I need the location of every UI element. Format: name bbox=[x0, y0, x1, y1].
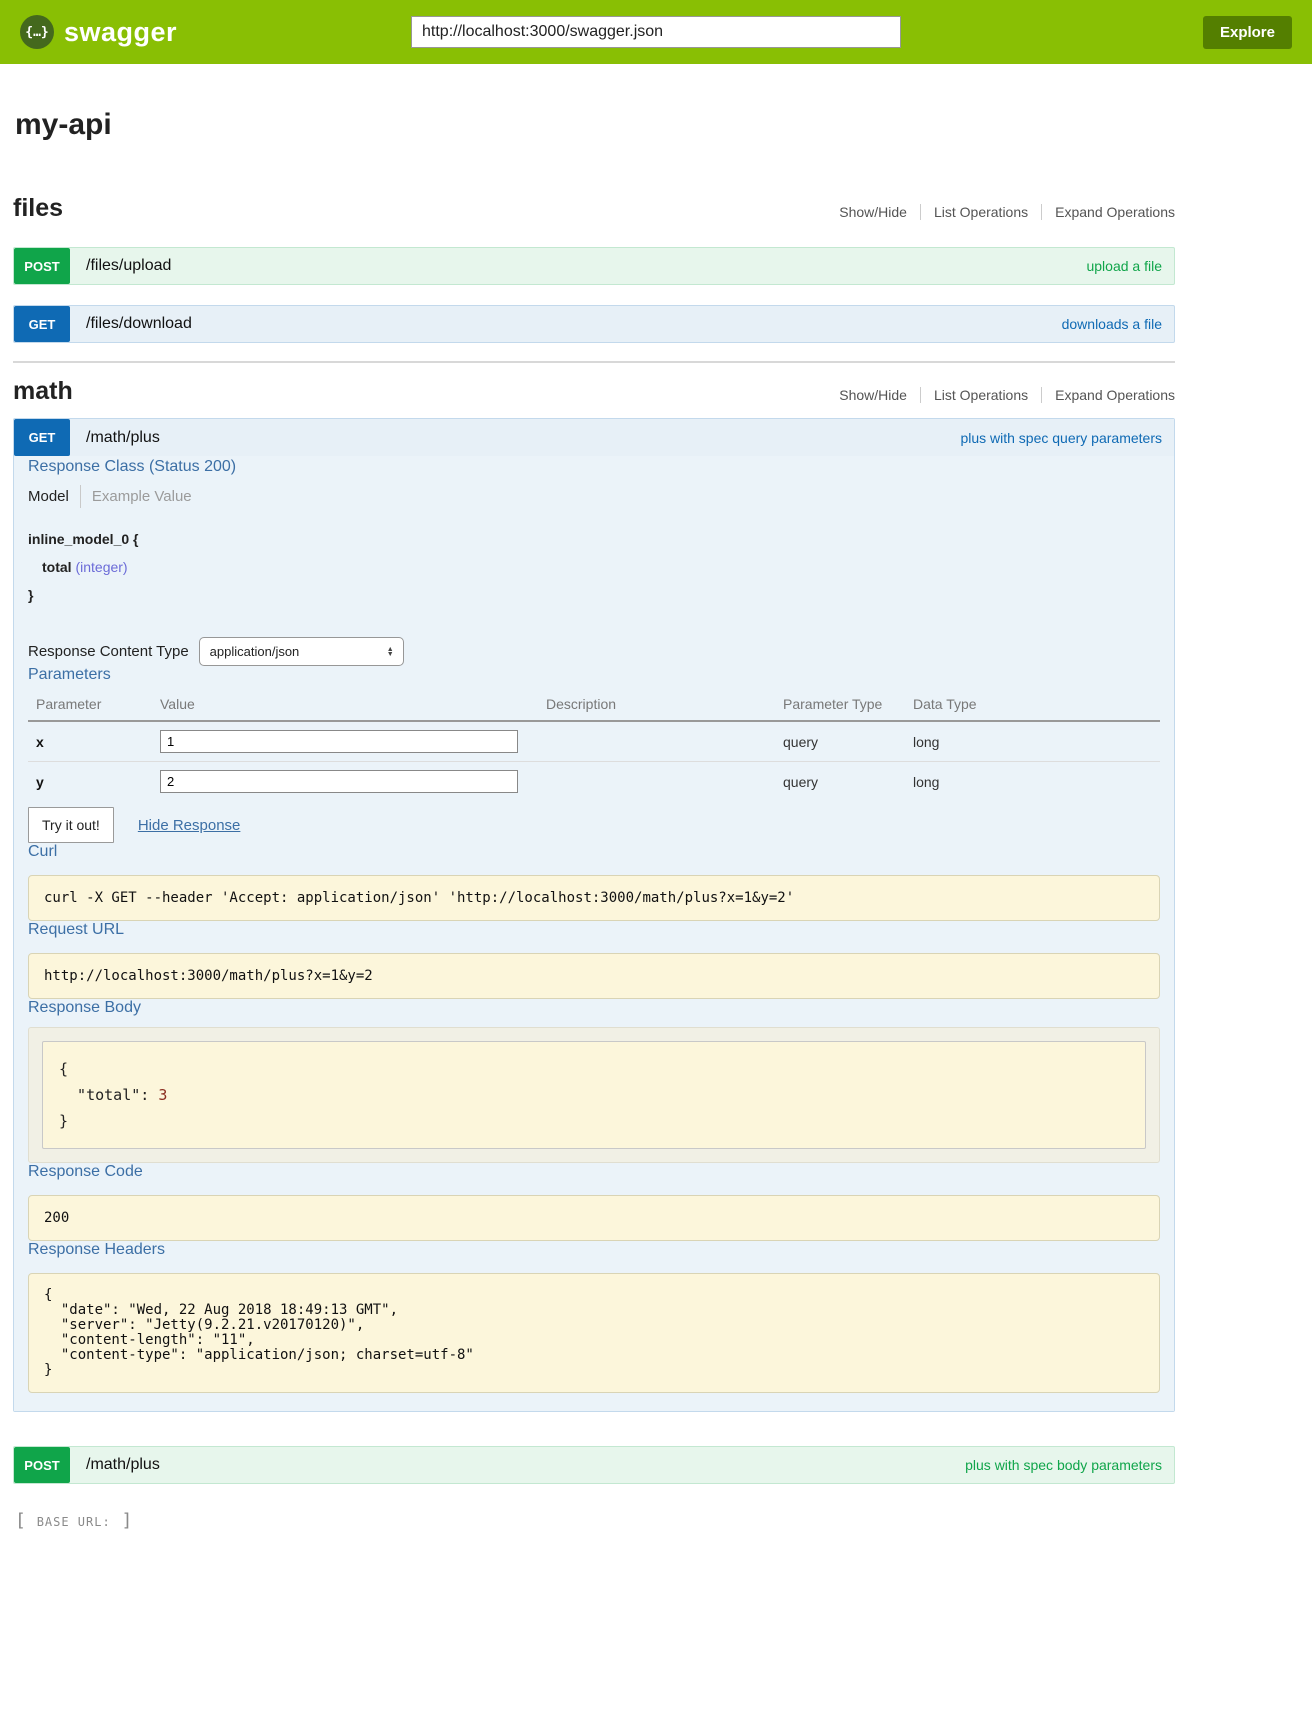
base-url-label: BASE URL: bbox=[36, 1515, 111, 1529]
operation-post-math-plus[interactable]: POST /math/plus plus with spec body para… bbox=[13, 1446, 1175, 1484]
param-row-y: y query long bbox=[28, 762, 1160, 802]
operation-path[interactable]: /math/plus bbox=[86, 428, 160, 446]
col-parameter: Parameter bbox=[28, 690, 153, 722]
operation-post-files-upload[interactable]: POST /files/upload upload a file bbox=[13, 247, 1175, 285]
param-name: x bbox=[28, 721, 153, 762]
section-files: files Show/Hide List Operations Expand O… bbox=[13, 194, 1175, 343]
response-body-heading: Response Body bbox=[28, 999, 141, 1016]
operation-summary: plus with spec query parameters bbox=[960, 429, 1162, 446]
section-title-files: files bbox=[13, 194, 64, 222]
curl-command: curl -X GET --header 'Accept: applicatio… bbox=[28, 875, 1160, 921]
tab-model[interactable]: Model bbox=[28, 488, 69, 505]
selected-content-type: application/json bbox=[209, 644, 300, 659]
response-code-heading: Response Code bbox=[28, 1163, 143, 1180]
method-badge-get: GET bbox=[14, 419, 70, 456]
response-class-tabs: Model Example Value bbox=[28, 485, 1160, 508]
swagger-logo-icon: {…} bbox=[20, 15, 54, 49]
param-row-x: x query long bbox=[28, 721, 1160, 762]
parameters-heading: Parameters bbox=[28, 666, 111, 683]
response-body-container: { "total": 3} bbox=[28, 1027, 1160, 1163]
request-url-value: http://localhost:3000/math/plus?x=1&y=2 bbox=[28, 953, 1160, 999]
operation-details: Response Class (Status 200) Model Exampl… bbox=[14, 456, 1174, 1411]
col-parameter-type: Parameter Type bbox=[776, 690, 906, 722]
model-close-line: } bbox=[28, 587, 34, 603]
response-class-heading: Response Class (Status 200) bbox=[28, 458, 237, 475]
explore-button[interactable]: Explore bbox=[1202, 15, 1292, 49]
list-operations-link[interactable]: List Operations bbox=[919, 204, 1028, 220]
response-headers-json: { "date": "Wed, 22 Aug 2018 18:49:13 GMT… bbox=[28, 1273, 1160, 1393]
operation-path[interactable]: /files/download bbox=[86, 315, 192, 332]
method-badge-post: POST bbox=[14, 1447, 70, 1483]
section-title-math: math bbox=[13, 377, 73, 405]
show-hide-link[interactable]: Show/Hide bbox=[839, 387, 907, 403]
select-arrows-icon: ▲ ▼ bbox=[386, 645, 394, 658]
page-title: my-api bbox=[15, 108, 112, 141]
operation-block-get-math-plus: GET /math/plus plus with spec query para… bbox=[13, 418, 1175, 1412]
request-url-heading: Request URL bbox=[28, 921, 125, 938]
param-data-type: long bbox=[906, 721, 1160, 762]
operation-summary: plus with spec body parameters bbox=[965, 1457, 1162, 1473]
curl-heading: Curl bbox=[28, 843, 58, 860]
show-hide-link[interactable]: Show/Hide bbox=[839, 204, 907, 220]
brand: {…} swagger bbox=[20, 15, 177, 49]
method-badge-get: GET bbox=[14, 306, 70, 342]
response-content-type-label: Response Content Type bbox=[28, 643, 189, 660]
model-open-line: inline_model_0 { bbox=[28, 531, 139, 547]
response-headers-heading: Response Headers bbox=[28, 1241, 165, 1258]
expand-operations-link[interactable]: Expand Operations bbox=[1041, 387, 1175, 403]
content-wrap: my-api files Show/Hide List Operations E… bbox=[13, 108, 1175, 1531]
col-description: Description bbox=[539, 690, 776, 722]
response-code-value: 200 bbox=[28, 1195, 1160, 1241]
try-it-out-button[interactable]: Try it out! bbox=[28, 807, 114, 843]
tab-example-value[interactable]: Example Value bbox=[79, 485, 192, 508]
model-property: total (integer) bbox=[42, 559, 128, 575]
param-y-value-input[interactable] bbox=[160, 770, 518, 793]
list-operations-link[interactable]: List Operations bbox=[919, 387, 1028, 403]
operation-path[interactable]: /files/upload bbox=[86, 257, 172, 274]
operation-summary: upload a file bbox=[1086, 258, 1162, 274]
param-name: y bbox=[36, 773, 44, 790]
param-data-type: long bbox=[913, 773, 940, 790]
expand-operations-link[interactable]: Expand Operations bbox=[1041, 204, 1175, 220]
param-type: query bbox=[783, 773, 819, 790]
try-row: Try it out! Hide Response bbox=[28, 807, 1160, 843]
header-bar: {…} swagger Explore bbox=[0, 0, 1312, 64]
spec-url-input[interactable] bbox=[411, 16, 901, 48]
brand-title: swagger bbox=[64, 16, 178, 47]
section-controls-math: Show/Hide List Operations Expand Operati… bbox=[839, 387, 1175, 403]
param-type: query bbox=[776, 721, 906, 762]
base-url-footer: [ BASE URL: ] bbox=[15, 1510, 133, 1531]
section-math: math Show/Hide List Operations Expand Op… bbox=[13, 361, 1175, 1484]
hide-response-link[interactable]: Hide Response bbox=[137, 816, 241, 834]
param-x-value-input[interactable] bbox=[160, 730, 518, 753]
param-description bbox=[539, 721, 776, 762]
param-description bbox=[539, 762, 776, 802]
method-badge-post: POST bbox=[14, 248, 70, 284]
operation-get-files-download[interactable]: GET /files/download downloads a file bbox=[13, 305, 1175, 343]
operation-path[interactable]: /math/plus bbox=[86, 1456, 160, 1473]
model-signature: inline_model_0 { total (integer) } bbox=[28, 525, 1160, 609]
operation-get-math-plus[interactable]: GET /math/plus plus with spec query para… bbox=[14, 419, 1174, 456]
response-body-json: { "total": 3} bbox=[42, 1041, 1146, 1149]
col-value: Value bbox=[153, 690, 539, 722]
operation-summary: downloads a file bbox=[1061, 316, 1162, 332]
section-controls-files: Show/Hide List Operations Expand Operati… bbox=[839, 204, 1175, 220]
col-data-type: Data Type bbox=[906, 690, 1160, 722]
parameters-table: Parameter Value Description Parameter Ty… bbox=[28, 690, 1160, 801]
response-content-type-row: Response Content Type application/json ▲… bbox=[28, 637, 1160, 666]
property-type: (integer) bbox=[75, 559, 128, 575]
json-number-value: 3 bbox=[158, 1086, 168, 1104]
response-content-type-select[interactable]: application/json ▲ ▼ bbox=[198, 637, 404, 666]
